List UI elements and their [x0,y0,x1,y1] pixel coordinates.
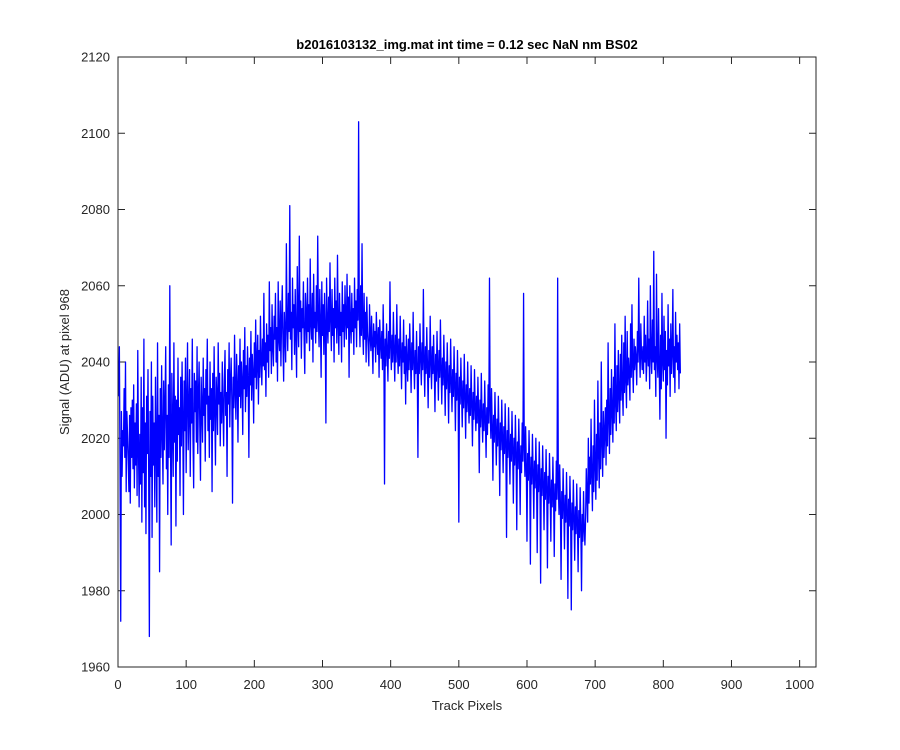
y-tick-label: 2040 [81,355,110,370]
x-tick-label: 800 [652,677,674,692]
x-tick-label: 700 [584,677,606,692]
y-tick-label: 2020 [81,431,110,446]
x-tick-label: 100 [175,677,197,692]
x-tick-label: 900 [721,677,743,692]
x-tick-label: 400 [380,677,402,692]
y-tick-label: 1960 [81,660,110,675]
x-tick-label: 200 [243,677,265,692]
x-tick-label: 1000 [785,677,814,692]
y-axis-label: Signal (ADU) at pixel 968 [57,289,72,435]
x-tick-label: 500 [448,677,470,692]
x-tick-label: 300 [312,677,334,692]
tick-labels: 0 100 200 300 400 500 600 700 800 900 1000 1960 1980… [81,50,814,693]
y-tick-label: 1980 [81,583,110,598]
y-tick-label: 2060 [81,278,110,293]
y-tick-label: 2000 [81,507,110,522]
y-tick-label: 2100 [81,126,110,141]
x-tick-label: 600 [516,677,538,692]
series-line-signal [118,121,681,638]
series-layer [118,121,681,638]
y-tick-label: 2080 [81,202,110,217]
chart-title: b2016103132_img.mat int time = 0.12 sec … [296,37,637,52]
x-axis-label: Track Pixels [432,698,503,713]
y-tick-label: 2120 [81,50,110,65]
plot-box [117,56,817,668]
x-tick-label: 0 [114,677,121,692]
